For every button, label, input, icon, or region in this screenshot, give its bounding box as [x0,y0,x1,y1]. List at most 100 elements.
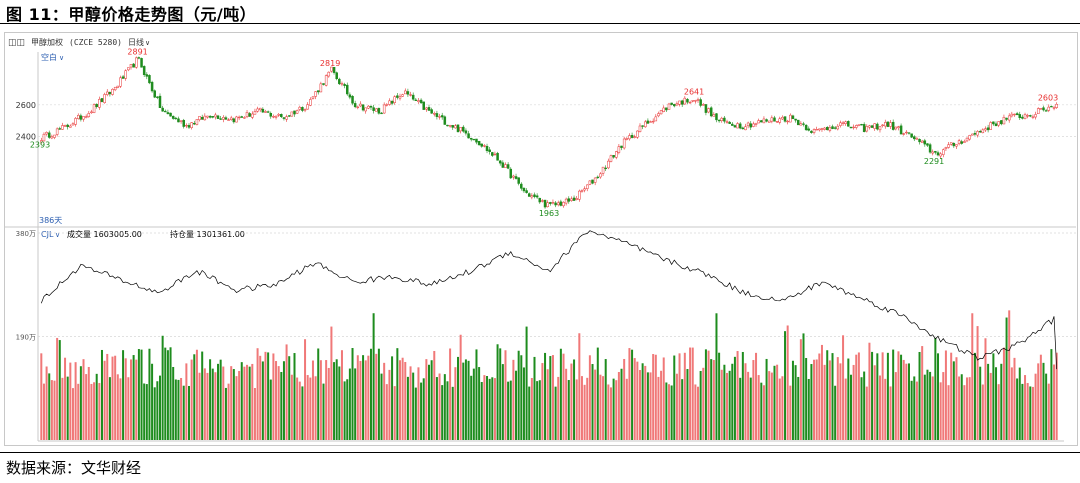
volume-bar [56,337,59,440]
candle-body [659,110,663,115]
candle-body [968,135,971,140]
candle-body [986,127,990,131]
candle-body [533,194,536,197]
volume-bar [820,344,823,440]
candle-body [1015,113,1019,116]
candle-body [145,74,149,77]
candle-body [311,96,315,99]
volume-bar [151,363,154,440]
candle-body [480,143,484,147]
volume-bar [348,368,351,440]
candle-body [934,150,937,153]
candle-body [551,202,555,204]
volume-bar [372,313,375,440]
candle-body [414,99,418,101]
volume-bar [277,366,280,440]
period-label: 日线 [128,38,144,47]
candle-body [264,111,267,113]
candle-body [127,67,130,71]
period-dropdown[interactable]: 日线∨ [128,37,150,48]
candle-body [108,91,112,95]
volume-bar [269,379,272,440]
candle-body [884,122,887,127]
volume-bar [623,358,626,440]
candle-body [796,119,800,126]
candle-body [765,119,768,122]
volume-bar [470,375,473,440]
candle-body [847,121,850,127]
volume-bar [211,368,214,440]
volume-bar [322,383,325,440]
candle-body [1007,115,1011,121]
volume-bar [884,378,887,440]
candle-body [401,94,404,97]
volume-bar [675,373,678,440]
volume-bar [612,378,615,440]
mode-button[interactable]: 空白 [41,52,57,62]
volume-bar [699,370,702,440]
candle-body [928,144,932,153]
volume-bar [272,353,275,440]
low-price-label: 2393 [30,141,50,150]
volume-bar [1029,386,1032,440]
volume-bar [918,351,921,440]
volume-bar [425,359,428,440]
volume-bar [799,339,802,440]
volume-bar [185,363,188,440]
candle-body [477,140,481,146]
volume-bar [588,355,591,440]
candle-body [269,113,273,117]
candle-body [491,152,494,156]
volume-bar [480,381,483,440]
candle-body [285,116,288,120]
volume-bar [805,358,808,440]
candle-body [425,107,428,110]
high-price-label: 2603 [1038,93,1058,102]
volume-bar [129,359,132,440]
volume-indicator-selector[interactable]: CJL [41,230,54,239]
volume-bar [227,383,230,440]
candle-body [738,123,742,129]
candle-body [960,141,963,144]
candle-body [833,127,837,129]
volume-bar [401,357,404,440]
volume-bar [122,350,125,440]
candle-body [644,121,647,128]
candle-body [636,130,639,138]
source-rule [0,452,1080,453]
candle-body [976,131,979,136]
volume-bar [652,354,655,440]
grid-icon[interactable]: ◫◫ [8,37,26,48]
volume-bar [1047,383,1050,440]
candle-body [348,94,352,98]
volume-bar [354,368,357,440]
chevron-down-icon: ∨ [145,39,151,47]
volume-bar [752,360,755,440]
volume-bar [536,381,539,440]
volume-bar [422,378,425,440]
candle-body [1042,107,1045,111]
candle-body [786,120,789,123]
volume-bar [712,360,715,440]
volume-bar [757,375,760,440]
candle-body [501,162,505,168]
volume-bar [997,384,1000,440]
volume-bar [132,355,135,440]
volume-bar [1055,352,1058,440]
candle-body [839,122,842,126]
candle-body [1029,115,1032,117]
volume-bar [662,357,665,440]
volume-bar [82,359,85,440]
candle-body [472,138,476,141]
volume-bar [749,377,752,440]
volume-bar [971,313,974,440]
volume-bar [726,372,729,440]
candle-body [1021,116,1024,119]
candle-body [1002,116,1006,125]
candle-body [757,120,760,124]
candle-body [55,128,59,135]
volume-bar [443,374,446,440]
volume-bar [50,380,53,440]
candle-body [749,123,753,128]
volume-bar [889,386,892,440]
